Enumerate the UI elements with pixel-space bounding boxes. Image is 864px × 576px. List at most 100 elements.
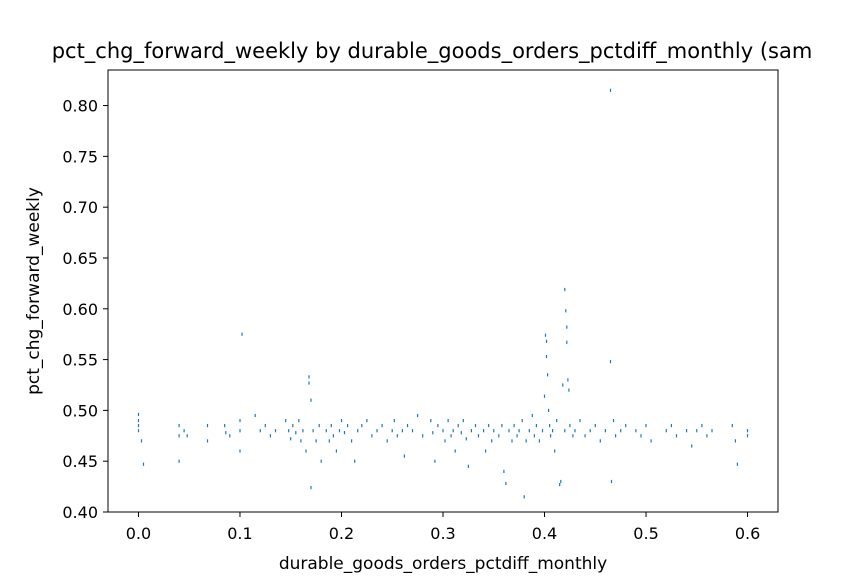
data-point <box>567 378 569 382</box>
data-point <box>457 424 459 428</box>
y-tick-label: 0.60 <box>62 300 98 319</box>
data-point <box>528 429 530 433</box>
chart-title: pct_chg_forward_weekly by durable_goods_… <box>52 39 813 64</box>
data-point <box>376 429 378 433</box>
y-tick-label: 0.45 <box>62 452 98 471</box>
data-point <box>549 424 551 428</box>
data-point <box>452 429 454 433</box>
data-point <box>300 439 302 443</box>
data-point <box>295 431 297 435</box>
y-tick-label: 0.75 <box>62 147 98 166</box>
data-point <box>434 459 436 463</box>
data-point <box>351 439 353 443</box>
data-point <box>454 449 456 453</box>
data-point <box>736 462 738 466</box>
data-point <box>186 434 188 438</box>
y-tick-label: 0.50 <box>62 401 98 420</box>
data-point <box>357 429 359 433</box>
data-point <box>599 439 601 443</box>
data-point <box>535 424 537 428</box>
data-point <box>178 434 180 438</box>
data-point <box>508 429 510 433</box>
data-point <box>503 469 505 473</box>
data-point <box>513 424 515 428</box>
data-point <box>460 431 462 435</box>
data-point <box>483 429 485 433</box>
data-point <box>340 419 343 423</box>
data-point <box>305 449 307 453</box>
data-point <box>308 375 310 379</box>
y-axis-label: pct_chg_forward_weekly <box>24 187 44 395</box>
data-point <box>437 424 439 428</box>
y-tick-label: 0.70 <box>62 198 98 217</box>
data-point <box>315 439 317 443</box>
points-layer <box>137 88 749 499</box>
data-point <box>224 424 226 428</box>
data-point <box>465 437 467 441</box>
data-point <box>308 381 310 385</box>
x-tick-label: 0.4 <box>532 524 557 543</box>
data-point <box>239 449 241 453</box>
data-point <box>525 439 527 443</box>
data-point <box>406 424 409 428</box>
x-tick-label: 0.2 <box>329 524 354 543</box>
data-point <box>137 424 140 428</box>
data-point <box>556 419 558 423</box>
data-point <box>498 434 500 438</box>
data-point <box>650 439 652 443</box>
data-point <box>670 424 672 428</box>
data-point <box>325 429 327 433</box>
data-point <box>312 429 314 433</box>
data-point <box>239 429 241 433</box>
data-point <box>381 424 383 428</box>
data-point <box>269 434 271 438</box>
data-point <box>330 424 332 428</box>
data-point <box>675 434 678 438</box>
data-point <box>523 495 525 499</box>
data-point <box>548 408 550 412</box>
data-point <box>264 424 266 428</box>
data-point <box>493 429 495 433</box>
data-point <box>518 429 520 433</box>
data-point <box>140 439 143 443</box>
data-point <box>533 434 535 438</box>
data-point <box>225 431 227 435</box>
data-point <box>285 419 287 423</box>
data-point <box>485 449 487 453</box>
data-point <box>310 486 312 490</box>
data-point <box>625 424 627 428</box>
data-point <box>516 434 518 438</box>
data-point <box>442 429 444 433</box>
data-point <box>332 434 334 438</box>
data-point <box>612 419 615 423</box>
data-point <box>488 424 490 428</box>
data-point <box>239 419 241 423</box>
data-point <box>178 424 180 428</box>
data-point <box>302 429 304 433</box>
data-point <box>290 437 292 441</box>
x-tick-label: 0.0 <box>126 524 151 543</box>
y-tick-label: 0.40 <box>62 503 98 522</box>
data-point <box>564 429 566 433</box>
data-point <box>474 424 477 428</box>
data-point <box>371 434 373 438</box>
data-point <box>696 429 698 433</box>
data-point <box>701 424 703 428</box>
data-point <box>447 419 449 423</box>
data-point <box>328 439 330 443</box>
data-point <box>335 449 337 453</box>
data-point <box>746 434 749 438</box>
data-point <box>137 429 140 433</box>
data-point <box>511 439 513 443</box>
data-point <box>560 479 562 484</box>
data-point <box>609 88 612 92</box>
data-point <box>635 429 637 433</box>
data-point <box>686 429 688 433</box>
data-point <box>543 394 546 398</box>
data-point <box>366 419 368 423</box>
data-point <box>731 424 733 428</box>
data-point <box>396 434 398 438</box>
data-point <box>615 434 617 438</box>
data-point <box>386 439 388 443</box>
data-point <box>544 333 547 337</box>
